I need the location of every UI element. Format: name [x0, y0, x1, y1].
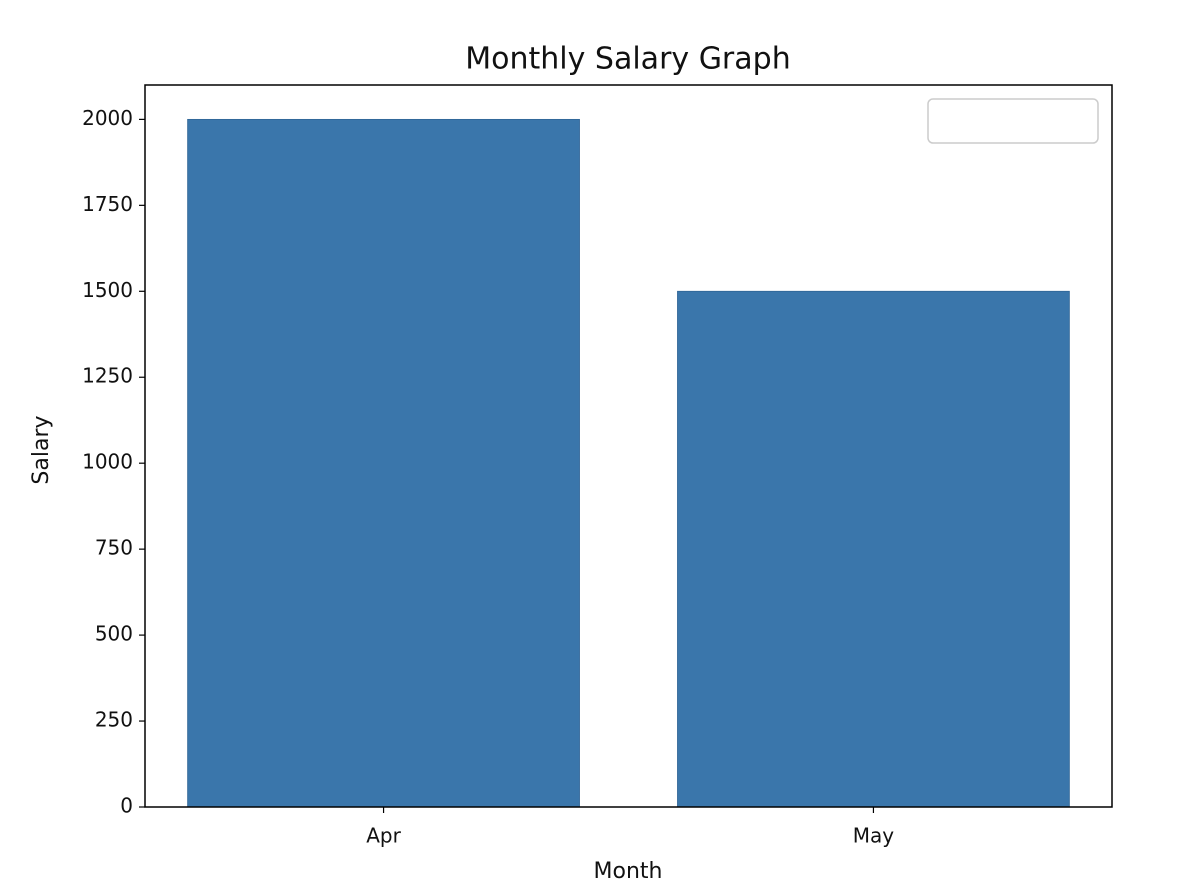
y-tick-label: 750 — [95, 536, 133, 560]
bar — [677, 290, 1070, 808]
y-tick-label: 1000 — [82, 450, 133, 474]
x-tick-label: May — [853, 824, 895, 848]
y-tick-label: 0 — [120, 794, 133, 818]
y-tick-label: 250 — [95, 708, 133, 732]
plot-frame — [144, 84, 1113, 808]
y-tick-label: 1250 — [82, 364, 133, 388]
chart-title: Monthly Salary Graph — [465, 42, 790, 77]
y-tick-label: 2000 — [82, 106, 133, 130]
y-tick-label: 500 — [95, 622, 133, 646]
y-tick-label: 1500 — [82, 278, 133, 302]
bar — [187, 118, 580, 808]
y-axis-label: Salary — [29, 415, 54, 484]
legend-box — [927, 98, 1099, 144]
x-axis-label: Month — [594, 859, 663, 884]
y-tick-label: 1750 — [82, 192, 133, 216]
x-tick-label: Apr — [366, 824, 401, 848]
